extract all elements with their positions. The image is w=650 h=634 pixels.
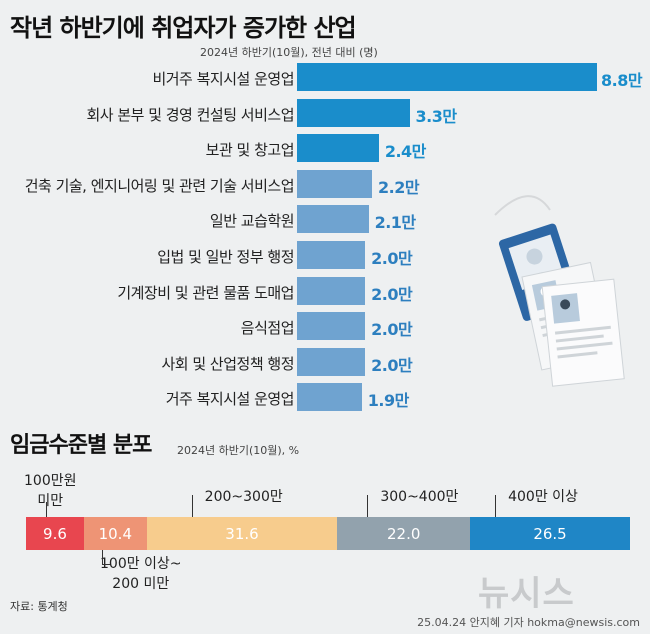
- wage-category-label: 300~400만: [380, 489, 459, 505]
- wage-category-label: 100만원 미만: [24, 473, 77, 509]
- category-label: 음식점업: [240, 319, 295, 338]
- category-label: 비거주 복지시설 운영업: [152, 70, 294, 88]
- bar: [297, 205, 369, 234]
- leader-line: [367, 495, 369, 517]
- leader-line: [495, 495, 497, 517]
- chart-subtitle: 2024년 하반기(10월), 전년 대비 (명): [200, 46, 378, 59]
- bar: [297, 98, 410, 127]
- wage-segment: 31.6: [146, 517, 338, 550]
- wage-segment: 22.0: [337, 517, 471, 550]
- chart-title: 작년 하반기에 취업자가 증가한 산업: [10, 14, 357, 42]
- category-label: 보관 및 창고업: [205, 141, 295, 160]
- bar-value-label: 8.8만: [601, 71, 643, 90]
- watermark: 뉴시스: [478, 574, 575, 614]
- leader-line: [101, 564, 110, 565]
- category-label: 입법 및 일반 정부 행정: [157, 248, 294, 266]
- leader-line: [191, 495, 193, 517]
- wage-chart-subtitle: 2024년 하반기(10월), %: [177, 444, 300, 457]
- leader-line: [101, 550, 103, 564]
- wage-segment: 26.5: [470, 517, 630, 550]
- bar-value-label: 2.0만: [371, 249, 413, 268]
- bar: [297, 312, 366, 341]
- bar: [297, 383, 362, 412]
- bar-value-label: 1.9만: [367, 391, 410, 411]
- bar-value-label: 3.3만: [415, 106, 458, 126]
- wage-category-label: 400만 이상: [508, 489, 578, 505]
- bar-value-label: 2.0만: [371, 284, 413, 304]
- bar: [297, 347, 366, 376]
- bar-value-label: 2.1만: [374, 213, 417, 233]
- id-cards-illustration: [494, 195, 625, 387]
- source-note: 자료: 통계청: [10, 600, 68, 613]
- bar: [297, 241, 366, 269]
- category-label: 사회 및 산업정책 행정: [161, 354, 294, 373]
- credit-line: 25.04.24 안지혜 기자 hokma@newsis.com: [417, 616, 640, 629]
- bar: [297, 134, 379, 163]
- bar-value-label: 2.2만: [378, 177, 420, 197]
- category-label: 회사 본부 및 경영 컨설팅 서비스업: [86, 105, 294, 124]
- wage-chart-title: 임금수준별 분포: [10, 433, 152, 458]
- bar-value-label: 2.0만: [371, 320, 413, 340]
- leader-line: [46, 502, 47, 517]
- resume-icon: [541, 278, 625, 387]
- lanyard-icon: [494, 195, 551, 216]
- category-label: 거주 복지시설 운영업: [165, 390, 295, 409]
- wage-segment: 9.6: [26, 517, 84, 550]
- bar-value-label: 2.4만: [384, 142, 427, 162]
- bar: [297, 63, 597, 91]
- bar-value-label: 2.0만: [371, 355, 413, 375]
- category-label: 건축 기술, 엔지니어링 및 관련 기술 서비스업: [24, 176, 295, 195]
- category-label: 일반 교습학원: [209, 212, 295, 231]
- category-label: 기계장비 및 관련 물품 도매업: [117, 283, 294, 302]
- wage-segment: 10.4: [83, 517, 147, 550]
- bar: [297, 169, 372, 198]
- wage-category-label: 100만 이상~ 200 미만: [100, 556, 182, 592]
- bar: [297, 276, 366, 305]
- wage-category-label: 200~300만: [204, 489, 283, 505]
